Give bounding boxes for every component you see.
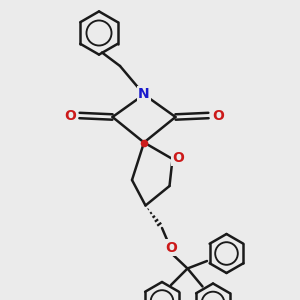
Text: O: O (172, 151, 184, 164)
Text: O: O (212, 109, 224, 122)
Text: N: N (138, 88, 150, 101)
Text: O: O (64, 109, 76, 122)
Text: O: O (165, 241, 177, 254)
